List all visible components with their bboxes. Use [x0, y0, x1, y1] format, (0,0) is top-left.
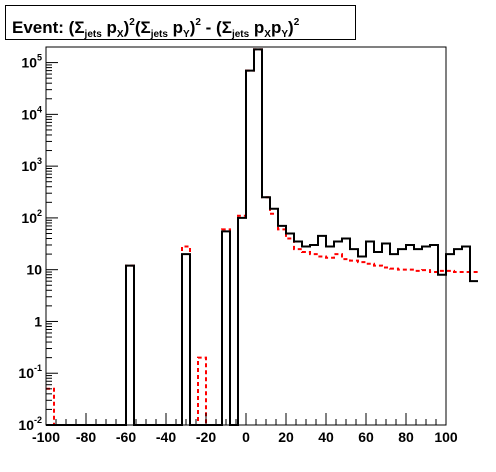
y-tick-label: 105 [21, 53, 42, 71]
y-tick-label: 103 [21, 156, 42, 174]
x-tick-label: 100 [434, 429, 458, 445]
x-tick-label: 80 [398, 429, 414, 445]
x-tick-label: -40 [156, 429, 176, 445]
x-tick-label: -60 [116, 429, 136, 445]
y-tick-label: 10-1 [18, 363, 42, 381]
y-tick-label: 10-2 [18, 415, 42, 433]
x-tick-label: 40 [318, 429, 334, 445]
chart-title: Event: (Σjets pX)2(Σjets pY)2 - (Σjets p… [5, 5, 356, 40]
y-tick-label: 10 [26, 262, 42, 278]
y-tick-label: 1 [34, 313, 42, 329]
series-black-solid [46, 48, 478, 426]
axes-layer: -100 -80 -60 -40 -20 0 20 40 60 80 100 105 104 103 102… [18, 46, 458, 445]
x-tick-label: 0 [242, 429, 250, 445]
series-layer [46, 48, 478, 426]
y-tick-label: 104 [21, 104, 42, 122]
x-tick-label: 60 [358, 429, 374, 445]
x-tick-label: -20 [196, 429, 216, 445]
x-tick-label: 20 [278, 429, 294, 445]
x-tick-label: -100 [32, 429, 60, 445]
x-tick-label: -80 [76, 429, 96, 445]
y-tick-label: 102 [21, 208, 42, 226]
